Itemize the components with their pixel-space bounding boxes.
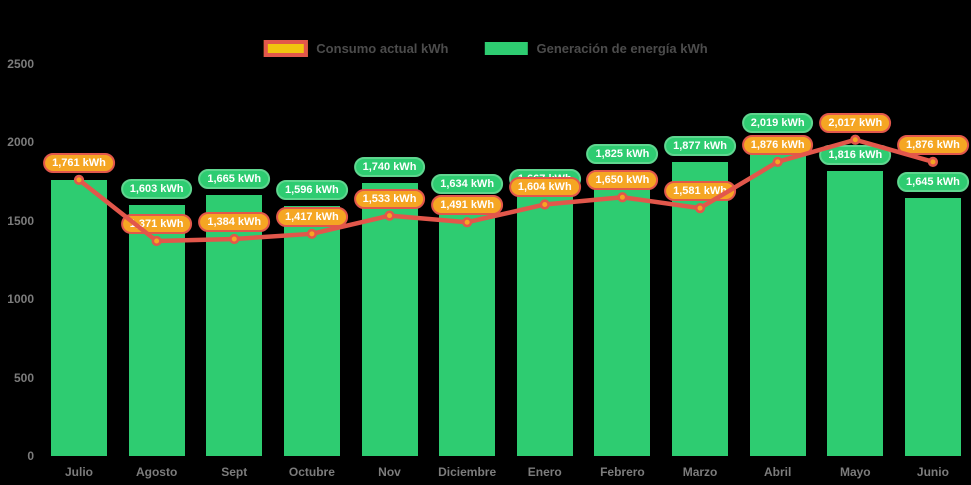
generation-value-label: 1,665 kWh [198,168,271,189]
bar-enero[interactable] [516,194,573,456]
legend-label-generacion: Generación de energía kWh [536,41,708,56]
y-axis-tick-label: 0 [27,449,34,463]
generacion-swatch-icon [484,42,528,55]
bar-diciembre[interactable] [439,199,496,456]
legend-item-generacion[interactable]: Generación de energía kWh [484,41,708,56]
consumption-point[interactable] [850,134,861,145]
consumption-value-label: 1,533 kWh [353,188,426,209]
bar-febrero[interactable] [594,169,651,456]
consumption-value-label: 1,761 kWh [43,152,115,173]
x-axis-label-octubre: Octubre [288,465,335,479]
x-axis-label-diciembre: Diciembre [438,465,497,479]
consumption-value-label: 1,581 kWh [664,181,736,202]
bar-junio[interactable] [904,198,961,456]
consumption-value-label: 1,371 kWh [120,214,193,235]
generation-value-label: 2,019 kWh [741,113,814,134]
x-axis-label-abril: Abril [763,465,792,479]
consumo-swatch-icon [263,40,308,57]
x-axis-label-marzo: Marzo [682,465,718,479]
generation-value-label: 1,816 kWh [819,145,892,166]
generation-value-label: 1,596 kWh [275,179,348,200]
y-axis-tick-label: 2000 [7,135,34,150]
consumption-value-label: 1,417 kWh [275,206,348,227]
y-axis-tick-label: 1500 [7,213,34,228]
bar-marzo[interactable] [672,161,729,456]
x-axis-label-enero: Enero [527,465,562,479]
y-axis-tick-label: 2500 [7,57,34,71]
bar-nov[interactable] [361,183,418,456]
x-axis-label-mayo: Mayo [839,465,871,479]
consumption-value-label: 1,604 kWh [508,177,581,198]
generation-value-label: 1,634 kWh [431,173,504,194]
bar-julio[interactable] [51,179,107,456]
generation-value-label: 1,825 kWh [586,143,659,164]
consumption-value-label: 2,017 kWh [819,112,892,133]
generation-value-label: 1,603 kWh [120,178,193,199]
x-axis-label-junio: Junio [916,465,949,479]
legend-item-consumo[interactable]: Consumo actual kWh [263,40,448,57]
y-axis-tick-label: 1000 [7,292,34,307]
y-axis-tick-label: 500 [13,370,34,385]
legend-label-consumo: Consumo actual kWh [316,41,449,56]
consumption-value-label: 1,876 kWh [741,134,814,155]
bar-octubre[interactable] [283,205,340,456]
generation-value-label: 1,645 kWh [897,172,969,193]
x-axis-label-nov: Nov [378,465,401,479]
generation-value-label: 1,740 kWh [353,157,426,178]
consumption-point[interactable] [927,156,939,167]
x-axis-label-julio: Julio [64,465,94,479]
consumption-value-label: 1,384 kWh [198,211,271,232]
generation-value-label: 1,877 kWh [664,135,736,156]
bar-mayo[interactable] [827,171,884,456]
consumption-value-label: 1,491 kWh [431,195,504,216]
bar-abril[interactable] [749,139,806,456]
consumption-value-label: 1,876 kWh [897,134,969,155]
x-axis-label-febrero: Febrero [600,465,645,479]
x-axis-label-sept: Sept [221,465,248,479]
x-axis-label-agosto: Agosto [135,465,178,479]
legend: Consumo actual kWh Generación de energía… [263,40,708,57]
bar-agosto[interactable] [128,204,185,456]
bar-sept[interactable] [206,194,263,456]
consumption-value-label: 1,650 kWh [586,170,659,191]
